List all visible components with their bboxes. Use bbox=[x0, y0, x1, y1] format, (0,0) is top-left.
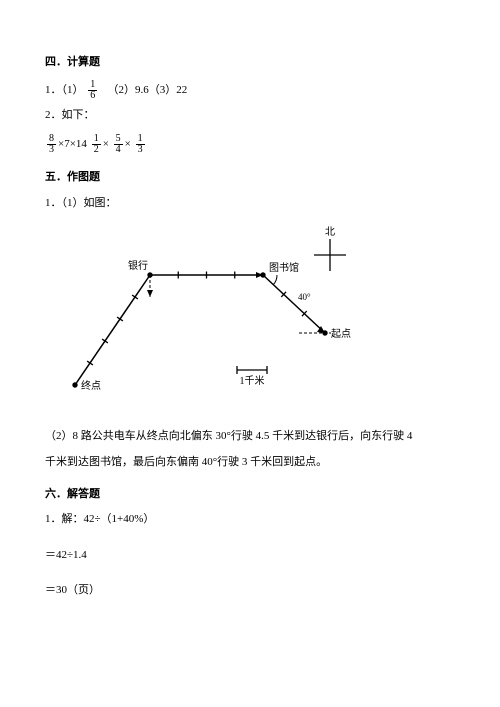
c3: × bbox=[103, 138, 109, 150]
d: 2 bbox=[92, 145, 101, 155]
svg-text:北: 北 bbox=[325, 226, 335, 238]
eq-f1: 8 3 bbox=[47, 134, 56, 155]
svg-text:起点: 起点 bbox=[331, 328, 351, 340]
eq-f4: 1 3 bbox=[136, 134, 145, 155]
c1: ×7 bbox=[58, 138, 70, 150]
q6-l1: 1．解：42÷（1+40%） bbox=[45, 511, 455, 529]
eq-f2: 1 2 bbox=[92, 134, 101, 155]
route-diagram: 银行 图书馆起点终点 40° 北 1千米 bbox=[45, 220, 375, 420]
section-4-title: 四．计算题 bbox=[45, 54, 455, 72]
q5-2b: 千米到达图书馆，最后向东偏南 40°行驶 3 千米回到起点。 bbox=[45, 454, 455, 472]
q4-1: 1．（1） 1 6 （2）9.6（3）22 bbox=[45, 80, 455, 101]
q4-2: 2．如下： bbox=[45, 107, 455, 125]
q5-1: 1．（1）如图： bbox=[45, 195, 455, 213]
frac-den: 6 bbox=[88, 91, 97, 101]
c2: ×14 bbox=[70, 138, 87, 150]
q4-1-mid: （2）9.6（3）22 bbox=[102, 84, 187, 96]
d: 4 bbox=[114, 145, 123, 155]
svg-text:1千米: 1千米 bbox=[240, 374, 265, 387]
q4-1-frac: 1 6 bbox=[88, 80, 97, 101]
frac-num: 1 bbox=[88, 80, 97, 91]
d: 3 bbox=[47, 145, 56, 155]
q4-1-open: 1．（1） bbox=[45, 84, 84, 96]
section-5-title: 五．作图题 bbox=[45, 169, 455, 187]
q6-l3: ＝30（页） bbox=[45, 582, 455, 600]
d: 3 bbox=[136, 145, 145, 155]
svg-text:图书馆: 图书馆 bbox=[269, 261, 299, 274]
c4: × bbox=[125, 138, 131, 150]
q5-2a: （2）8 路公共电车从终点向北偏东 30°行驶 4.5 千米到达银行后，向东行驶… bbox=[45, 428, 455, 446]
svg-text:40°: 40° bbox=[298, 292, 311, 302]
q4-eq: 8 3 ×7×14 1 2 × 5 4 × 1 3 bbox=[45, 134, 455, 155]
svg-text:银行: 银行 bbox=[128, 259, 148, 272]
eq-f3: 5 4 bbox=[114, 134, 123, 155]
svg-text:终点: 终点 bbox=[81, 379, 101, 392]
q6-l2: ＝42÷1.4 bbox=[45, 547, 455, 565]
section-6-title: 六．解答题 bbox=[45, 486, 455, 504]
